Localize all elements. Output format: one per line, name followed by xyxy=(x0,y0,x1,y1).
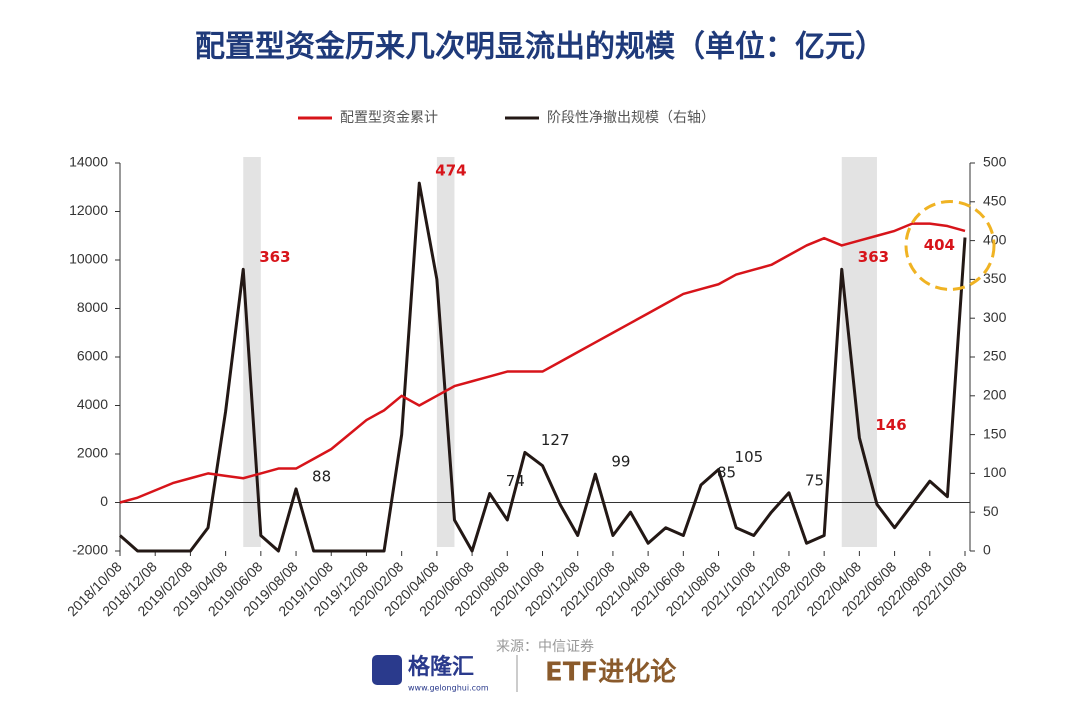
y2-tick-label: 400 xyxy=(983,231,1007,247)
y-tick-label: 8000 xyxy=(77,299,108,315)
annotation: 127 xyxy=(541,431,570,449)
legend-label: 阶段性净撤出规模（右轴） xyxy=(547,110,715,126)
y2-tick-label: 250 xyxy=(983,348,1007,364)
highlight-circle xyxy=(904,199,996,291)
y2-tick-label: 300 xyxy=(983,309,1007,325)
annotation: 105 xyxy=(735,448,764,466)
y-tick-label: 0 xyxy=(100,493,108,509)
brand: 格隆汇 xyxy=(408,654,474,680)
annotation: 474 xyxy=(435,162,466,180)
y2-tick-label: 100 xyxy=(983,464,1007,480)
y2-tick-label: 450 xyxy=(983,193,1007,209)
y2-tick-label: 350 xyxy=(983,270,1007,286)
y2-tick-label: 150 xyxy=(983,425,1007,441)
y-tick-label: 12000 xyxy=(69,202,108,218)
series-line xyxy=(119,222,966,504)
y2-tick-label: 50 xyxy=(983,503,999,519)
column: ETF进化论 xyxy=(545,658,677,688)
y-tick-label: 4000 xyxy=(77,396,108,412)
annotation: 404 xyxy=(924,236,955,254)
y-tick-label: 2000 xyxy=(77,445,108,461)
annotation: 363 xyxy=(259,248,290,266)
site: www.gelonghui.com xyxy=(408,684,489,693)
annotation: 99 xyxy=(611,453,630,471)
series-line xyxy=(119,181,967,553)
source: 来源：中信证券 xyxy=(496,639,594,655)
legend-label: 配置型资金累计 xyxy=(340,110,438,126)
annotation: 75 xyxy=(805,471,824,489)
y2-tick-label: 500 xyxy=(983,154,1007,170)
logo xyxy=(372,655,402,685)
annotation: 85 xyxy=(717,464,736,482)
y2-tick-label: 200 xyxy=(983,387,1007,403)
annotation: 363 xyxy=(858,248,889,266)
annotation: 74 xyxy=(506,472,525,490)
annotation: 88 xyxy=(312,467,331,485)
y-tick-label: 6000 xyxy=(77,348,108,364)
y-tick-label: 14000 xyxy=(69,154,108,170)
y-tick-label: -2000 xyxy=(72,542,108,558)
chart-title: 配置型资金历来几次明显流出的规模（单位：亿元） xyxy=(195,30,885,65)
y-tick-label: 10000 xyxy=(69,251,108,267)
annotation: 146 xyxy=(875,416,906,434)
y2-tick-label: 0 xyxy=(983,542,991,558)
